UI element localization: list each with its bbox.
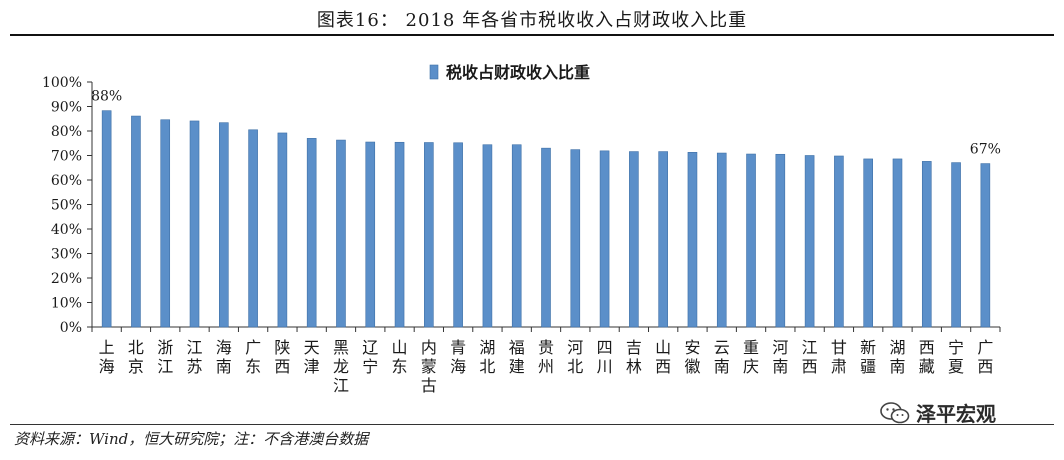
x-tick-label: 宁夏	[948, 338, 964, 376]
x-tick-label: 河南	[772, 338, 788, 376]
bar	[277, 132, 288, 328]
x-tick-label: 西藏	[919, 338, 935, 376]
bar	[453, 142, 463, 328]
bar	[716, 152, 727, 328]
bar	[892, 158, 903, 328]
bar	[863, 158, 873, 328]
bar	[131, 115, 141, 328]
x-tick-label: 新疆	[860, 338, 876, 376]
data-label: 67%	[970, 142, 1001, 158]
bar	[687, 152, 698, 328]
data-label: 88%	[91, 89, 122, 105]
bar	[804, 155, 815, 328]
x-tick-label: 广东	[245, 338, 261, 376]
wechat-icon	[880, 401, 910, 424]
x-tick-label: 四川	[597, 338, 613, 376]
title-rule	[10, 34, 1054, 36]
y-tick-label: 40%	[51, 222, 82, 238]
x-tick-label: 广西	[977, 338, 993, 376]
legend-label: 税收占财政收入比重	[446, 63, 590, 82]
bar	[980, 163, 991, 328]
bar	[629, 151, 639, 328]
bar	[365, 141, 376, 328]
x-tick-label: 贵州	[538, 338, 554, 376]
bar	[921, 161, 932, 328]
bar	[248, 129, 258, 328]
x-tick-label: 云南	[714, 338, 730, 376]
y-tick-label: 90%	[51, 100, 82, 116]
x-tick-label: 吉林	[626, 338, 642, 376]
y-tick-label: 30%	[51, 247, 82, 263]
bar	[336, 139, 346, 328]
x-tick-label: 海南	[216, 338, 232, 376]
x-tick-label: 湖北	[479, 338, 495, 376]
bar	[101, 110, 112, 328]
x-tick-label: 内蒙古	[421, 338, 437, 395]
x-tick-label: 安徽	[684, 338, 700, 376]
y-tick-label: 10%	[51, 296, 82, 312]
y-tick-label: 20%	[51, 271, 82, 287]
bar	[482, 144, 493, 328]
bar	[599, 150, 610, 328]
bar	[951, 162, 961, 328]
bar	[424, 142, 434, 328]
x-tick-label: 浙江	[157, 338, 173, 376]
y-tick-label: 50%	[51, 198, 82, 214]
footer-rule	[10, 424, 1054, 425]
figure-title: 图表16： 2018 年各省市税收收入占财政收入比重	[316, 10, 748, 31]
bar	[219, 122, 229, 328]
x-tick-label: 陕西	[274, 338, 290, 376]
x-tick-label: 山西	[655, 338, 671, 376]
bar	[834, 155, 844, 328]
x-tick-label: 上海	[99, 338, 115, 376]
y-tick-label: 0%	[60, 320, 82, 336]
bar	[541, 147, 551, 328]
x-tick-label: 江苏	[187, 338, 203, 376]
x-tick-label: 甘肃	[831, 338, 847, 376]
x-tick-label: 青海	[450, 338, 466, 376]
y-tick-label: 100%	[42, 75, 82, 91]
y-tick-label: 70%	[51, 149, 82, 165]
bar	[160, 119, 171, 328]
bar	[746, 153, 756, 328]
x-tick-label: 天津	[304, 338, 320, 376]
x-tick-label: 山东	[392, 338, 408, 376]
bar	[775, 153, 786, 328]
x-tick-label: 江西	[802, 338, 818, 376]
legend-swatch	[429, 64, 439, 80]
x-tick-label: 湖南	[889, 338, 905, 376]
bar-chart: 0%10%20%30%40%50%60%70%80%90%100%上海北京浙江江…	[42, 63, 1001, 395]
x-tick-label: 重庆	[743, 338, 759, 376]
x-tick-label: 辽宁	[362, 338, 378, 376]
bar	[189, 120, 200, 328]
bar	[658, 151, 668, 328]
bar	[306, 138, 317, 328]
source-note: 资料来源：Wind，恒大研究院；注：不含港澳台数据	[14, 430, 369, 448]
x-tick-label: 黑龙江	[333, 338, 349, 395]
bar	[570, 149, 581, 328]
watermark: 泽平宏观	[880, 398, 996, 427]
x-tick-label: 福建	[509, 338, 525, 376]
y-tick-label: 60%	[51, 173, 82, 189]
bar	[511, 144, 522, 328]
legend: 税收占财政收入比重	[429, 63, 590, 82]
y-tick-label: 80%	[51, 124, 82, 140]
watermark-text: 泽平宏观	[916, 402, 996, 426]
bar	[394, 141, 405, 328]
x-tick-label: 北京	[128, 338, 144, 376]
x-tick-label: 河北	[567, 338, 583, 376]
